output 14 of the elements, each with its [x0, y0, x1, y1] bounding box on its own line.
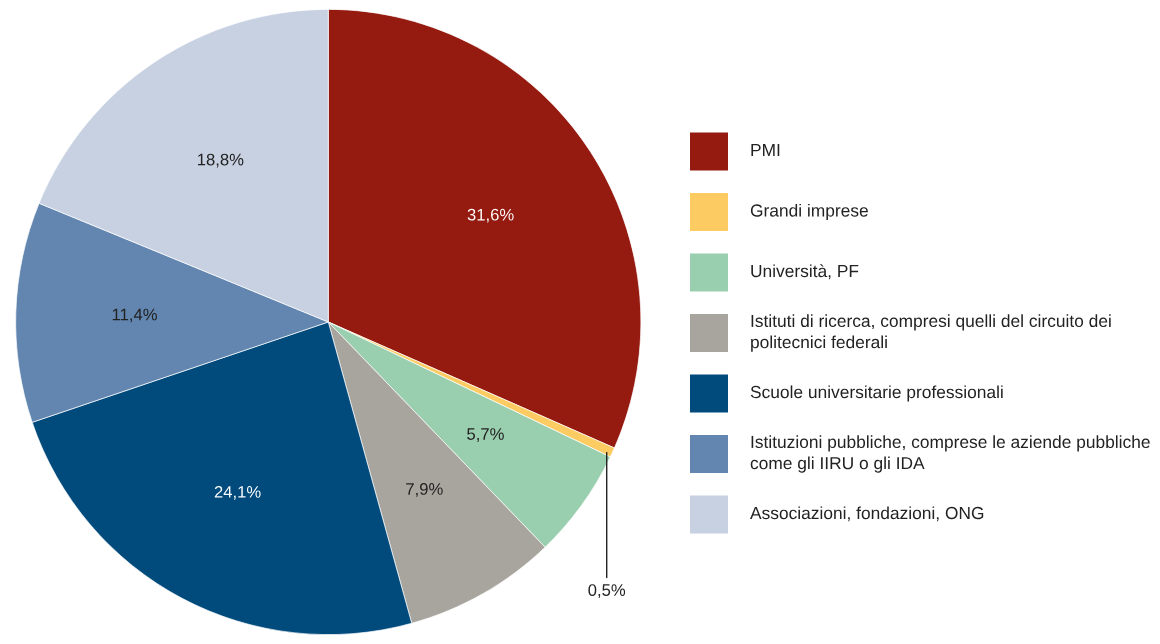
data-label: 0,5% — [588, 584, 626, 598]
data-label: 7,9% — [406, 483, 443, 497]
data-label: 31,6% — [467, 208, 514, 223]
data-label: 18,8% — [197, 153, 244, 168]
legend-label: Scuole universitarie professionali — [750, 385, 1003, 402]
legend-label: Istituti di ricerca, compresi quelli del circuito dei politecnici federali — [751, 314, 1111, 352]
data-label: 11,4% — [112, 308, 157, 323]
legend-label: Associazioni, fondazioni, ONG — [750, 506, 984, 522]
data-label: 5,7% — [467, 428, 504, 442]
legend-label: Grandi imprese — [750, 203, 868, 221]
legend-label: PMI — [751, 144, 780, 156]
legend-label: Università, PF — [751, 264, 859, 280]
legend-label: Istituzioni pubbliche, comprese le aziende pubbliche come gli IIRU o gli IDA — [750, 435, 1150, 473]
data-label: 24,1% — [214, 485, 261, 500]
